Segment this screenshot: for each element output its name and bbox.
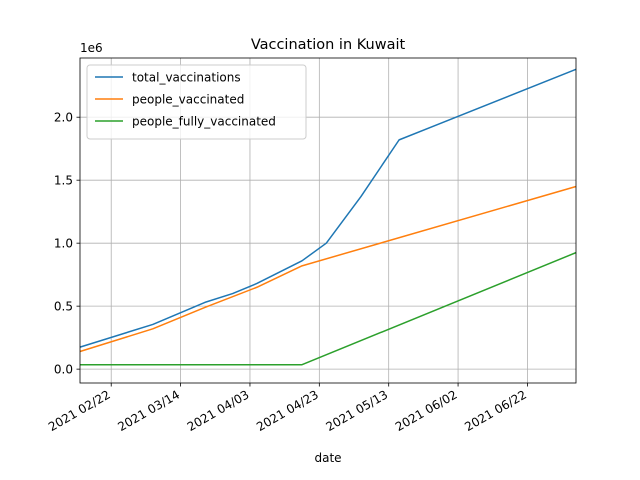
y-axis: 0.0 0.5 1.0 1.5 2.0 (54, 111, 80, 377)
x-tick-label: 2021 06/02 (393, 387, 460, 434)
plot-frame (79, 57, 577, 384)
series-line-people-vaccinated (79, 185, 577, 353)
x-tick-label: 2021 06/22 (462, 387, 529, 434)
legend-entry: total_vaccinations (132, 71, 241, 85)
legend: total_vaccinations people_vaccinatedpeopl… (86, 64, 307, 140)
y-tick-label: 1.0 (54, 237, 73, 251)
x-tick-label: 2021 03/14 (115, 387, 182, 434)
y-axis-offset-label: 1e6 (80, 41, 103, 55)
series-lines (79, 68, 577, 366)
legend-entry: people_fully_vaccinated (132, 115, 276, 129)
x-tick-label: 2021 04/23 (254, 387, 321, 434)
y-tick-label: 2.0 (54, 111, 73, 125)
x-tick-label: 2021 04/03 (185, 387, 252, 434)
y-tick-label: 1.5 (54, 174, 73, 188)
legend-entry: people_vaccinated (132, 93, 244, 107)
series-line-total-vaccinations (79, 68, 577, 348)
x-axis-label: date (314, 451, 341, 465)
y-tick-label: 0.0 (54, 363, 73, 377)
y-tick-label: 0.5 (54, 300, 73, 314)
chart-title: Vaccination in Kuwait (251, 37, 406, 53)
series-line-people-fully-vaccinated (80, 251, 577, 366)
x-axis: 2021 02/22 2021 03/14 2021 04/03 2021 04/23… (46, 383, 529, 434)
x-tick-label: 2021 05/13 (323, 387, 390, 434)
legend-box (86, 64, 307, 140)
x-tick-label: 2021 02/22 (46, 387, 113, 434)
